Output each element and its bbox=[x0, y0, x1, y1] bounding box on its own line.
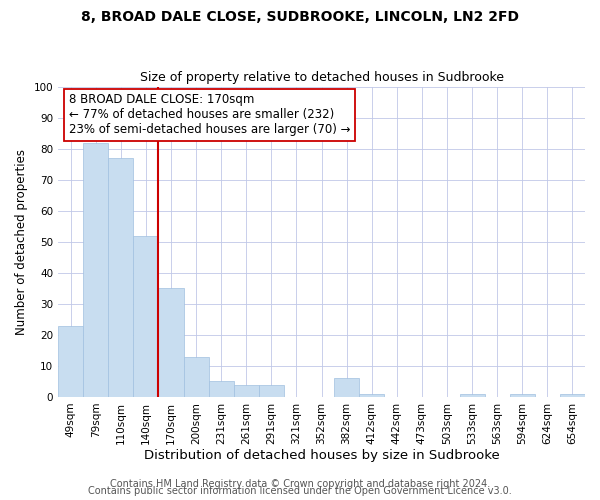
Bar bbox=[334, 378, 359, 397]
Bar bbox=[259, 384, 284, 397]
Text: 8, BROAD DALE CLOSE, SUDBROOKE, LINCOLN, LN2 2FD: 8, BROAD DALE CLOSE, SUDBROOKE, LINCOLN,… bbox=[81, 10, 519, 24]
Bar bbox=[108, 158, 133, 397]
Bar bbox=[133, 236, 158, 397]
Bar bbox=[460, 394, 485, 397]
Text: 8 BROAD DALE CLOSE: 170sqm
← 77% of detached houses are smaller (232)
23% of sem: 8 BROAD DALE CLOSE: 170sqm ← 77% of deta… bbox=[68, 94, 350, 136]
Text: Contains public sector information licensed under the Open Government Licence v3: Contains public sector information licen… bbox=[88, 486, 512, 496]
X-axis label: Distribution of detached houses by size in Sudbrooke: Distribution of detached houses by size … bbox=[143, 450, 499, 462]
Title: Size of property relative to detached houses in Sudbrooke: Size of property relative to detached ho… bbox=[140, 72, 503, 85]
Bar bbox=[158, 288, 184, 397]
Bar bbox=[359, 394, 384, 397]
Bar bbox=[184, 356, 209, 397]
Y-axis label: Number of detached properties: Number of detached properties bbox=[15, 149, 28, 335]
Bar bbox=[58, 326, 83, 397]
Bar bbox=[510, 394, 535, 397]
Text: Contains HM Land Registry data © Crown copyright and database right 2024.: Contains HM Land Registry data © Crown c… bbox=[110, 479, 490, 489]
Bar bbox=[83, 143, 108, 397]
Bar bbox=[560, 394, 585, 397]
Bar bbox=[233, 384, 259, 397]
Bar bbox=[209, 382, 233, 397]
